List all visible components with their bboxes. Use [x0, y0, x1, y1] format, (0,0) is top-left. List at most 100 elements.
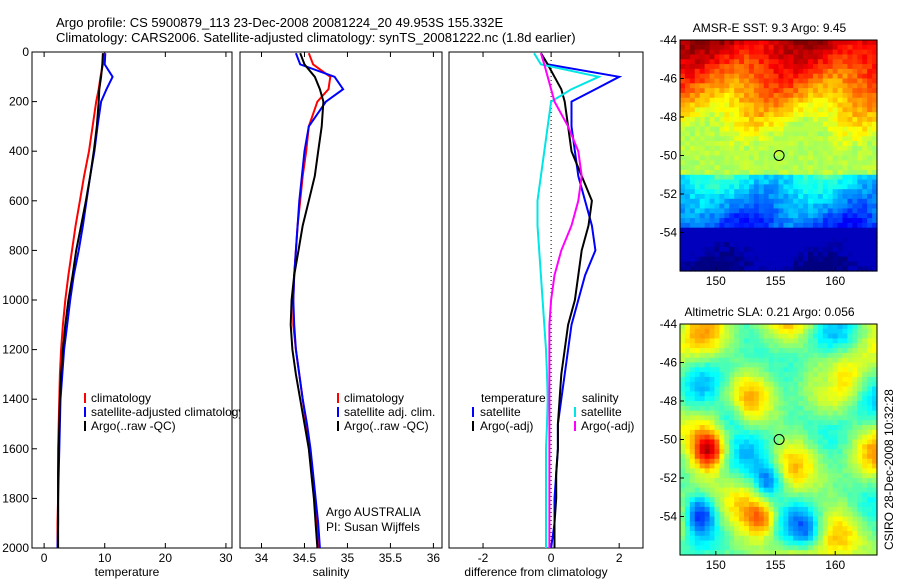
map-cell [744, 222, 750, 229]
map-cell [689, 511, 696, 518]
map-cell [867, 102, 873, 108]
map-cell [704, 473, 711, 479]
map-cell [739, 376, 745, 383]
map-cell [724, 242, 730, 248]
map-cell [862, 59, 868, 65]
map-cell [788, 439, 794, 445]
map-cell [684, 381, 691, 388]
map-cell [867, 54, 873, 60]
map-cell [778, 194, 785, 200]
map-cell [758, 516, 765, 522]
map-cell [709, 179, 716, 185]
map-cell [753, 367, 760, 373]
map-cell [852, 251, 858, 258]
map-cell [734, 506, 740, 513]
map-cell [812, 44, 819, 51]
map-cell [862, 136, 868, 142]
map-cell [744, 487, 750, 494]
map-cell [689, 59, 696, 65]
map-cell [714, 401, 720, 407]
map-cell [748, 261, 755, 267]
map-cell [773, 478, 780, 484]
map-cell [862, 458, 868, 465]
map-cell [680, 497, 686, 503]
map-cell [734, 242, 740, 248]
map-cell [714, 545, 720, 551]
map-cell [694, 179, 701, 185]
map-cell [832, 405, 839, 412]
map-cell [744, 405, 750, 412]
map-cell [827, 97, 834, 104]
map-cell [719, 439, 725, 445]
map-cell [773, 463, 780, 469]
map-cell [694, 497, 701, 503]
map-cell [793, 333, 799, 340]
map-cell [812, 189, 819, 195]
map-cell [729, 343, 735, 349]
map-cell [689, 492, 696, 498]
map-cell [714, 169, 720, 176]
map-cell [852, 449, 858, 455]
map-cell [867, 511, 873, 518]
map-cell [837, 482, 844, 489]
map-cell [812, 126, 819, 133]
map-cell [768, 203, 775, 210]
map-cell [837, 194, 844, 200]
map-cell [783, 165, 789, 171]
map-cell [808, 396, 814, 402]
figure-title-line-2: Climatology: CARS2006. Satellite-adjuste… [56, 30, 576, 45]
map-cell [817, 246, 824, 253]
map-cell [694, 444, 701, 450]
map-cell [729, 473, 735, 479]
map-cell [857, 97, 863, 104]
map-cell [808, 227, 814, 234]
map-cell [857, 64, 863, 70]
map-cell [783, 189, 789, 195]
map-cell [748, 463, 755, 469]
map-cell [773, 97, 780, 104]
map-cell [729, 478, 735, 484]
map-cell [867, 208, 873, 214]
map-cell [803, 473, 809, 479]
map-cell [714, 328, 720, 335]
map-cell [680, 530, 686, 537]
map-cell [832, 155, 839, 161]
map-cell [709, 497, 716, 503]
map-cell [704, 97, 711, 104]
map-cell [862, 376, 868, 383]
map-cell [714, 44, 720, 51]
map-cell [729, 425, 735, 431]
map-cell [724, 502, 730, 508]
map-cell [862, 328, 868, 335]
map-cell [748, 179, 755, 185]
map-cell [862, 516, 868, 522]
map-cell [808, 535, 814, 542]
map-cell [778, 227, 785, 234]
map-cell [872, 102, 878, 108]
map-cell [729, 357, 735, 364]
map-cell [709, 425, 716, 431]
map-cell [773, 540, 780, 546]
map-cell [699, 232, 706, 238]
map-cell [694, 415, 701, 421]
map-cell [729, 222, 735, 229]
map-cell [694, 73, 701, 80]
map-cell [744, 136, 750, 142]
map-cell [827, 357, 834, 364]
map-cell [788, 136, 794, 142]
map-cell [709, 242, 716, 248]
map-cell [793, 64, 799, 70]
map-cell [748, 131, 755, 137]
map-cell [783, 121, 789, 128]
map-cell [744, 415, 750, 421]
map-cell [684, 208, 691, 214]
map-cell [862, 482, 868, 489]
map-cell [778, 396, 785, 402]
map-cell [793, 348, 799, 354]
map-cell [704, 550, 711, 556]
map-cell [729, 458, 735, 465]
map-cell [827, 506, 834, 513]
map-cell [798, 145, 804, 152]
map-cell [729, 324, 735, 330]
map-cell [847, 194, 853, 200]
